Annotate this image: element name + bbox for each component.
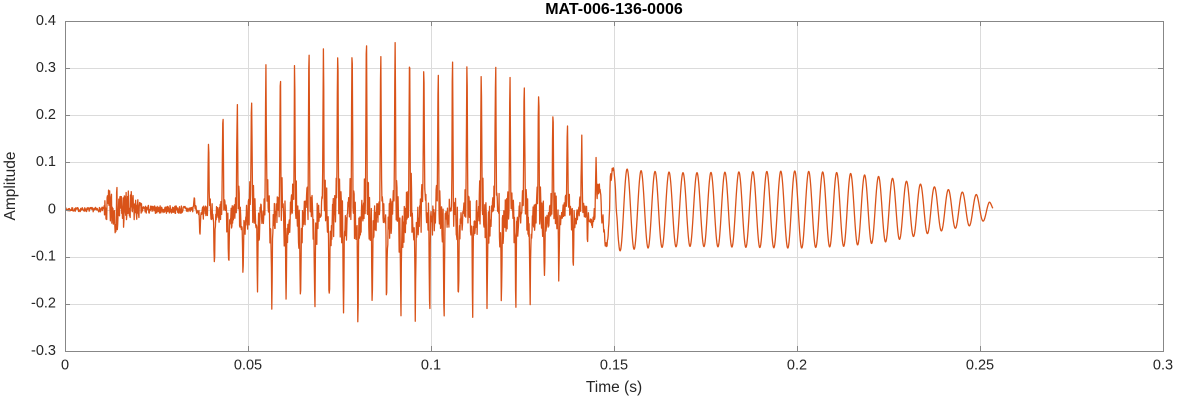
y-tick-label: 0.2: [36, 107, 56, 123]
x-tick-label: 0: [61, 358, 69, 374]
x-tick-label: 0.05: [234, 358, 262, 374]
x-axis-label: Time (s): [585, 379, 643, 396]
axis-ticks: [65, 21, 1164, 352]
y-tick-label: 0.1: [36, 154, 56, 170]
x-tick-label: 0.15: [600, 358, 628, 374]
y-tick-label: 0.4: [36, 13, 56, 29]
grid-lines: [65, 21, 1164, 352]
x-tick-label: 0.25: [966, 358, 994, 374]
y-tick-label: -0.1: [31, 249, 56, 265]
chart-title: MAT-006-136-0006: [545, 1, 683, 18]
waveform-path: [65, 42, 994, 323]
y-tick-label: -0.2: [31, 296, 56, 312]
x-tick-label: 0.2: [787, 358, 807, 374]
y-axis-label: Amplitude: [2, 151, 19, 221]
y-tick-label: 0: [48, 201, 56, 217]
y-tick-label: 0.3: [36, 60, 56, 76]
x-tick-label: 0.1: [421, 358, 441, 374]
x-tick-label: 0.3: [1153, 358, 1173, 374]
y-tick-label: -0.3: [31, 343, 56, 359]
tick-labels: 0 0.05 0.1 0.15 0.2 0.25 0.3 -0.3 -0.2 -0.1 0 0.1 0.…: [31, 13, 1173, 374]
